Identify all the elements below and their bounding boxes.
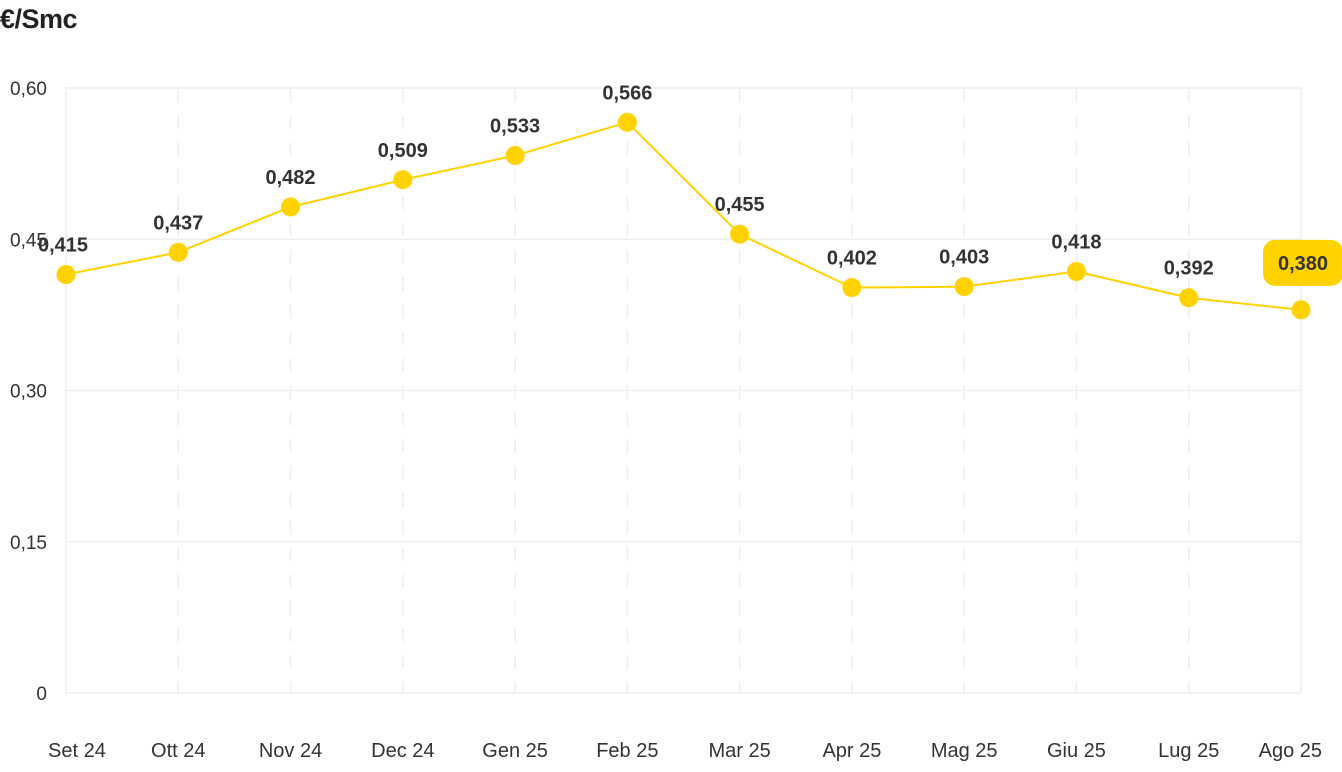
data-point[interactable]	[954, 277, 974, 297]
data-point[interactable]	[393, 170, 413, 190]
data-point[interactable]	[617, 112, 637, 132]
x-tick-label: Ago 25	[1259, 740, 1322, 762]
data-label: 0,415	[38, 235, 88, 257]
data-label: 0,455	[715, 194, 765, 216]
data-point[interactable]	[1179, 288, 1199, 308]
data-labels: 0,415 0,437 0,482 0,509 0,533 0,566 0,455 0,402…	[38, 82, 1342, 286]
x-tick-label: Ott 24	[151, 740, 205, 762]
x-tick-label: Mar 25	[709, 740, 771, 762]
data-label: 0,402	[827, 248, 877, 270]
data-point[interactable]	[1066, 262, 1086, 282]
y-tick-label: 0,30	[10, 382, 47, 403]
data-label: 0,482	[266, 167, 316, 189]
data-point[interactable]	[168, 242, 188, 262]
y-tick-label: 0	[36, 684, 47, 705]
x-tick-label: Mag 25	[931, 740, 998, 762]
data-point[interactable]	[1291, 300, 1311, 320]
x-tick-label: Gen 25	[482, 740, 548, 762]
x-tick-label: Apr 25	[822, 740, 881, 762]
data-point[interactable]	[281, 197, 301, 217]
data-label: 0,533	[490, 116, 540, 138]
y-tick-label: 0,45	[10, 230, 47, 251]
x-tick-label: Lug 25	[1158, 740, 1219, 762]
data-label: 0,392	[1164, 258, 1214, 280]
data-label: 0,418	[1051, 232, 1101, 254]
y-tick-label: 0,60	[10, 79, 47, 100]
data-label: 0,380	[1278, 253, 1328, 275]
x-tick-label: Nov 24	[259, 740, 322, 762]
series-line-path	[65, 121, 1302, 311]
data-point[interactable]	[842, 278, 862, 298]
y-axis: 0 0,15 0,30 0,45 0,60	[10, 79, 47, 705]
data-point[interactable]	[730, 224, 750, 244]
x-tick-label: Set 24	[48, 740, 106, 762]
x-tick-label: Feb 25	[596, 740, 658, 762]
data-label: 0,509	[378, 140, 428, 162]
grid	[65, 87, 1302, 694]
highlight-badge: 0,380	[1263, 239, 1342, 286]
data-label: 0,566	[602, 82, 652, 104]
highlight-badge-bg	[1263, 239, 1342, 286]
data-label: 0,403	[939, 247, 989, 269]
data-point[interactable]	[505, 146, 525, 166]
data-label: 0,437	[153, 212, 203, 234]
chart-title: €/Smc	[0, 4, 78, 34]
data-points	[56, 112, 1311, 320]
data-point[interactable]	[56, 265, 76, 285]
x-tick-label: Dec 24	[371, 740, 434, 762]
x-axis: Set 24 Ott 24 Nov 24 Dec 24 Gen 25 Feb 25 Mar …	[48, 740, 1322, 762]
series-line	[65, 121, 1302, 311]
x-tick-label: Giu 25	[1047, 740, 1106, 762]
y-tick-label: 0,15	[10, 533, 47, 554]
